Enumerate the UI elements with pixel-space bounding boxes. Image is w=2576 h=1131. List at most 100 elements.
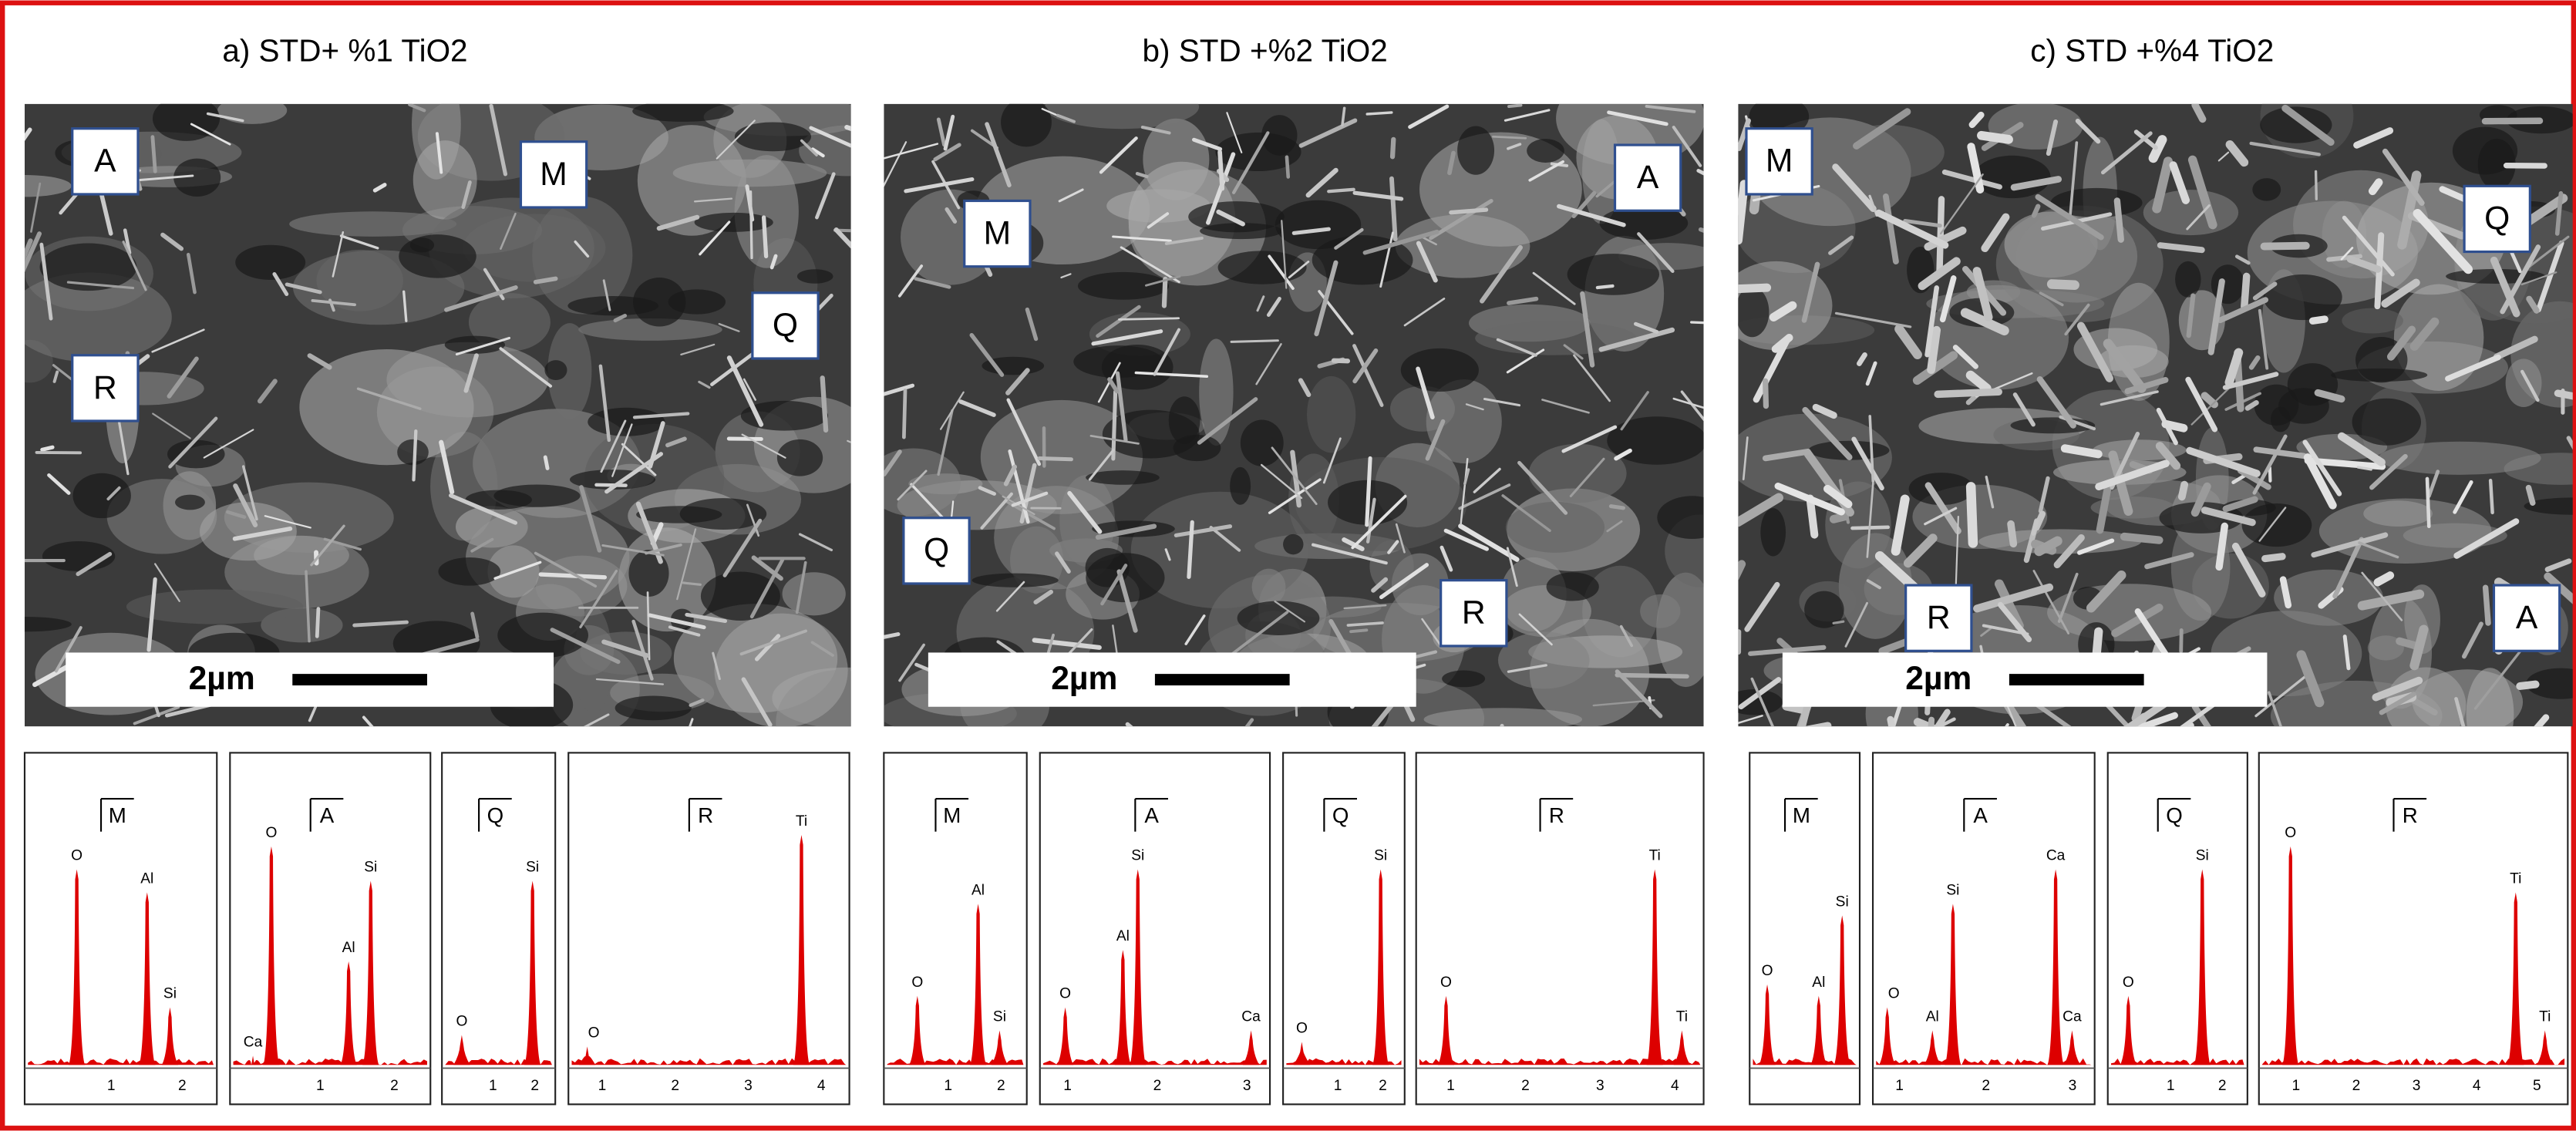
sem-grain [714,613,848,727]
sem-needle [311,299,356,307]
spectrum-peak [1834,915,1850,1065]
sem-needle [761,215,769,259]
sem-needle [106,486,121,501]
sem-needle [1569,457,1605,498]
sem-needle [315,607,321,638]
sem-needle [2493,335,2538,361]
sem-needle [1135,172,1149,179]
sem-needle [2357,589,2425,611]
sem-pore [1400,348,1479,392]
peak-label: Ca [2062,1009,2082,1025]
sem-needle [2279,576,2292,609]
spectrum-peak [909,995,926,1065]
sem-needle [133,705,180,725]
sem-needle [1365,497,1376,544]
sem-image [884,103,1704,727]
sem-needle [685,612,728,623]
sem-needle [1255,343,1282,385]
sem-needle [2053,534,2085,569]
sem-needle [1973,583,2054,613]
sem-needle [1903,534,1938,568]
sem-needle [902,389,907,439]
spectrum-baseline [1286,1058,1402,1065]
sem-grain [468,293,551,352]
spectrum-peak [1437,995,1455,1065]
sem-needle [844,125,851,131]
sem-needle [307,353,332,370]
sem-needle [1823,484,1853,509]
sem-needle [352,620,409,628]
sem-needle [168,416,218,469]
sem-needle [1541,399,1590,414]
sem-needle [2369,453,2408,490]
sem-needle [1174,524,1233,537]
sem-grain [2015,210,2138,303]
sem-needle [1125,722,1133,727]
sem-needle [631,619,654,681]
sem-needle [1480,244,1523,304]
sem-pore [2211,264,2244,305]
sem-needle [1389,176,1398,242]
spectrum-peak [1879,1007,1896,1065]
sem-needle [1866,482,1874,558]
x-tick-label: 3 [1596,1078,1605,1094]
sem-needle [2133,130,2158,150]
sem-needle [1507,103,1523,109]
sem-needle [2007,520,2018,548]
peak-label: Ti [1676,1009,1688,1025]
sem-needle [2445,354,2501,382]
sem-needle [716,119,756,160]
sem-needle [1960,308,2009,336]
sem-needle [30,182,42,233]
sem-needle [40,445,55,452]
spectrum-peak [2507,892,2524,1065]
sem-needle [980,492,1013,530]
spectrum-peak [991,1030,1009,1065]
spectrum-peak [1646,869,1663,1065]
peak-label: Si [364,860,377,876]
x-tick-label: 2 [390,1078,399,1094]
sem-pore [2252,178,2281,201]
sem-needle [898,643,925,682]
spectrum-baseline [2262,1058,2565,1065]
sem-needle [958,399,996,417]
sem-needle [742,378,756,401]
sem-grain [1640,594,1681,628]
sem-needle [1362,229,1440,255]
sem-needle [264,515,311,529]
sem-needle [1903,218,1942,228]
sem-needle [1285,155,1291,179]
sem-needle [1144,274,1181,287]
sem-needle [2554,190,2564,236]
sem-needle [1968,111,1985,129]
sem-needle [2409,624,2429,671]
sem-needle [1637,232,1675,274]
sem-needle [2473,648,2524,710]
sem-needle [749,190,753,260]
sem-needle [1771,334,1793,353]
sem-pore [588,407,665,436]
sem-grain [466,506,630,610]
sem-needle [463,353,479,393]
x-tick-label: 1 [2167,1078,2175,1094]
spectrum-label: A [320,803,335,827]
sem-needle [2186,293,2196,338]
sem-needle [601,639,650,658]
sem-needle [160,232,184,251]
sem-needle [1774,483,1845,516]
sem-needle [2332,537,2364,599]
sem-needle [1352,190,1404,201]
sem-needle [1504,109,1551,122]
sem-pore [1567,254,1660,295]
spectrum-label: A [1973,803,1988,827]
sem-needle [1271,446,1318,506]
scale-bar [2009,674,2144,686]
spectrum-peak [1372,869,1389,1065]
peak-label: Ti [1649,848,1661,864]
sem-needle [1352,344,1384,407]
sem-needle [2368,178,2383,196]
region-label-box [1904,584,1973,652]
sem-needle [1557,204,1626,227]
peak-label: Ti [2539,1009,2551,1025]
sem-needle [1058,188,1084,203]
